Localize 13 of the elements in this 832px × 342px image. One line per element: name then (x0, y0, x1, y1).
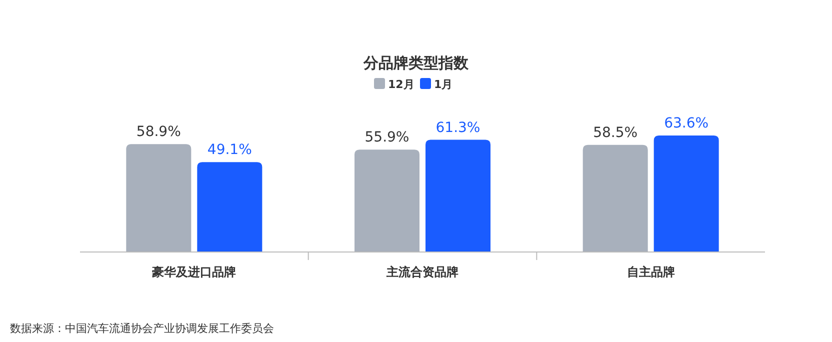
data-label: 58.5% (593, 124, 638, 141)
chart-title: 分品牌类型指数 (362, 54, 470, 72)
source-note: 数据来源：中国汽车流通协会产业协调发展工作委员会 (10, 322, 274, 335)
data-label: 63.6% (664, 116, 709, 132)
data-label: 58.9% (136, 124, 181, 140)
x-tick-label: 主流合资品牌 (386, 265, 458, 279)
legend-label: 1月 (434, 78, 453, 91)
data-label: 49.1% (207, 142, 252, 158)
data-label: 55.9% (364, 130, 410, 146)
data-label: 61.3% (436, 120, 480, 136)
legend-label: 12月 (388, 78, 414, 91)
x-tick-label: 自主品牌 (626, 265, 675, 279)
x-tick-label: 豪华及进口品牌 (151, 265, 236, 279)
